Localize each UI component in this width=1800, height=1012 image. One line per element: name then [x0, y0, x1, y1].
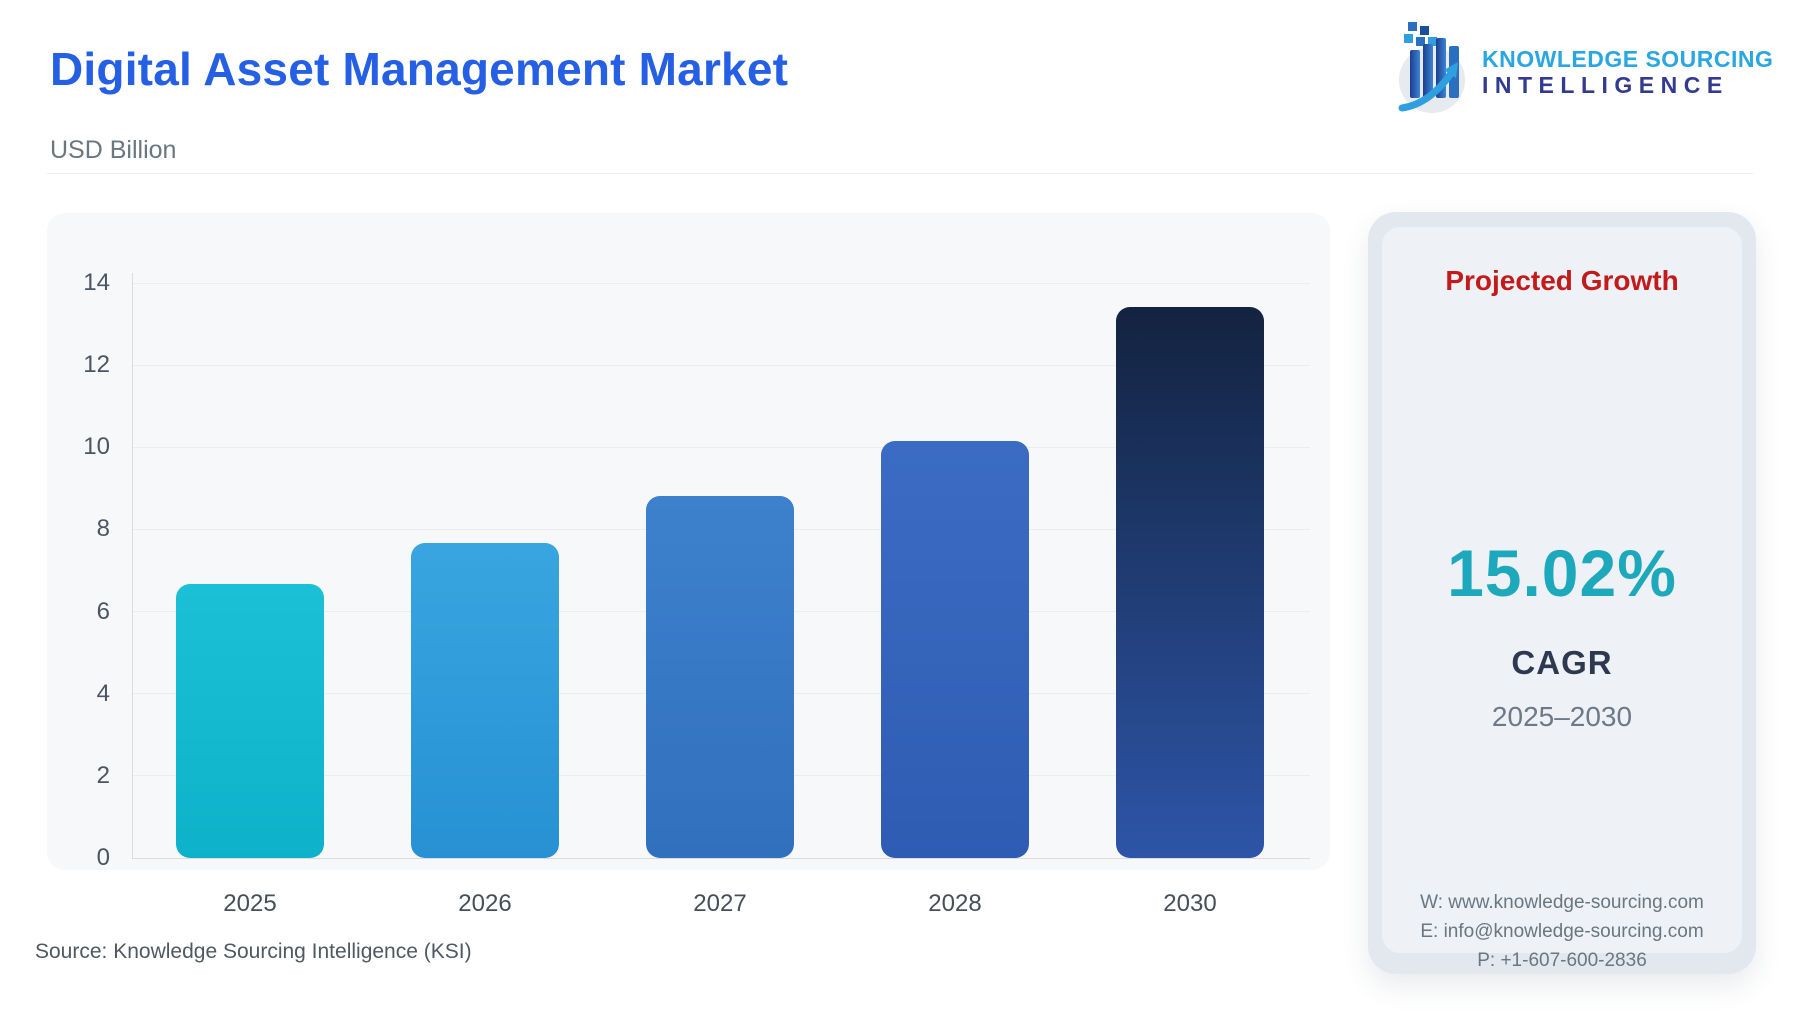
x-tick-label-2030: 2030 — [1163, 890, 1217, 917]
cagr-period: 2025–2030 — [1491, 701, 1633, 732]
side-panel: Projected Growth 15.02% CAGR 2025–2030 W… — [1368, 212, 1756, 974]
cagr-label: CAGR — [1511, 644, 1613, 681]
contact-phone: P: +1-607-600-2836 — [1477, 950, 1647, 971]
logo-text: KNOWLEDGE SOURCING INTELLIGENCE — [1482, 46, 1773, 99]
page-subtitle: USD Billion — [50, 136, 177, 164]
contact-email: E: info@knowledge-sourcing.com — [1420, 921, 1704, 942]
side-panel-inner: Projected Growth 15.02% CAGR 2025–2030 W… — [1382, 227, 1742, 971]
page-title: Digital Asset Management Market — [50, 43, 789, 95]
chart-panel — [47, 213, 1330, 870]
header-divider — [47, 173, 1753, 174]
x-tick-label-2026: 2026 — [458, 890, 512, 917]
x-tick-label-2025: 2025 — [223, 890, 277, 917]
brand-logo: KNOWLEDGE SOURCING INTELLIGENCE — [1394, 18, 1773, 126]
cagr-value: 15.02% — [1447, 536, 1677, 610]
x-tick-label-2028: 2028 — [928, 890, 982, 917]
contact-website: W: www.knowledge-sourcing.com — [1420, 892, 1704, 913]
knowledge-sourcing-logo-icon — [1394, 20, 1470, 125]
projected-growth-heading: Projected Growth — [1445, 265, 1679, 296]
source-note: Source: Knowledge Sourcing Intelligence … — [35, 940, 472, 963]
x-tick-label-2027: 2027 — [693, 890, 747, 917]
logo-text-line1: KNOWLEDGE SOURCING — [1482, 45, 1774, 72]
logo-text-line2: INTELLIGENCE — [1482, 72, 1729, 98]
contact-block: W: www.knowledge-sourcing.com E: info@kn… — [1382, 888, 1742, 975]
